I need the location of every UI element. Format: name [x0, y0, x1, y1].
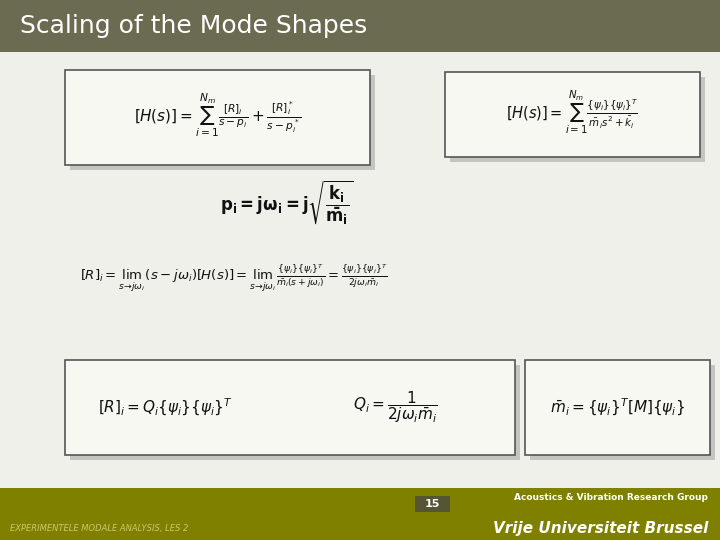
Text: $\mathbf{p_i = j\omega_i = j\sqrt{\dfrac{k_i}{\bar{m}_i}}}$: $\mathbf{p_i = j\omega_i = j\sqrt{\dfrac…	[220, 179, 354, 227]
FancyBboxPatch shape	[445, 72, 700, 157]
FancyBboxPatch shape	[530, 365, 715, 460]
Text: $\bar{m}_i = \{\psi_i\}^T[M]\{\psi_i\}$: $\bar{m}_i = \{\psi_i\}^T[M]\{\psi_i\}$	[550, 397, 685, 418]
FancyBboxPatch shape	[450, 77, 705, 162]
Text: 15: 15	[425, 499, 440, 509]
Text: Acoustics & Vibration Research Group: Acoustics & Vibration Research Group	[514, 494, 708, 503]
Text: $Q_i = \dfrac{1}{2j\omega_i\bar{m}_i}$: $Q_i = \dfrac{1}{2j\omega_i\bar{m}_i}$	[353, 389, 437, 426]
FancyBboxPatch shape	[415, 496, 450, 512]
FancyBboxPatch shape	[525, 360, 710, 455]
FancyBboxPatch shape	[0, 0, 720, 52]
FancyBboxPatch shape	[0, 488, 720, 540]
Text: $[R]_i = Q_i\{\psi_i\}\{\psi_i\}^T$: $[R]_i = Q_i\{\psi_i\}\{\psi_i\}^T$	[98, 397, 233, 418]
FancyBboxPatch shape	[0, 52, 720, 488]
Text: Scaling of the Mode Shapes: Scaling of the Mode Shapes	[20, 14, 367, 38]
FancyBboxPatch shape	[70, 75, 375, 170]
FancyBboxPatch shape	[65, 70, 370, 165]
Text: $[H(s)] = \sum_{i=1}^{N_m} \frac{\{\psi_i\}\{\psi_i\}^T}{\bar{m}_i s^2 + \bar{k}: $[H(s)] = \sum_{i=1}^{N_m} \frac{\{\psi_…	[506, 89, 639, 136]
FancyBboxPatch shape	[65, 360, 515, 455]
FancyBboxPatch shape	[70, 365, 520, 460]
Text: EXPERIMENTELE MODALE ANALYSIS, LES 2: EXPERIMENTELE MODALE ANALYSIS, LES 2	[10, 523, 189, 532]
Text: $[R]_i = \lim_{s \to j\omega_i} (s - j\omega_i)[H(s)] = \lim_{s \to j\omega_i} \: $[R]_i = \lim_{s \to j\omega_i} (s - j\o…	[80, 262, 387, 293]
Text: Vrije Universiteit Brussel: Vrije Universiteit Brussel	[492, 521, 708, 536]
Text: $[H(s)] = \sum_{i=1}^{N_m} \frac{[R]_i}{s - p_i} + \frac{[R]_i^*}{s - p_i^*}$: $[H(s)] = \sum_{i=1}^{N_m} \frac{[R]_i}{…	[134, 92, 302, 139]
